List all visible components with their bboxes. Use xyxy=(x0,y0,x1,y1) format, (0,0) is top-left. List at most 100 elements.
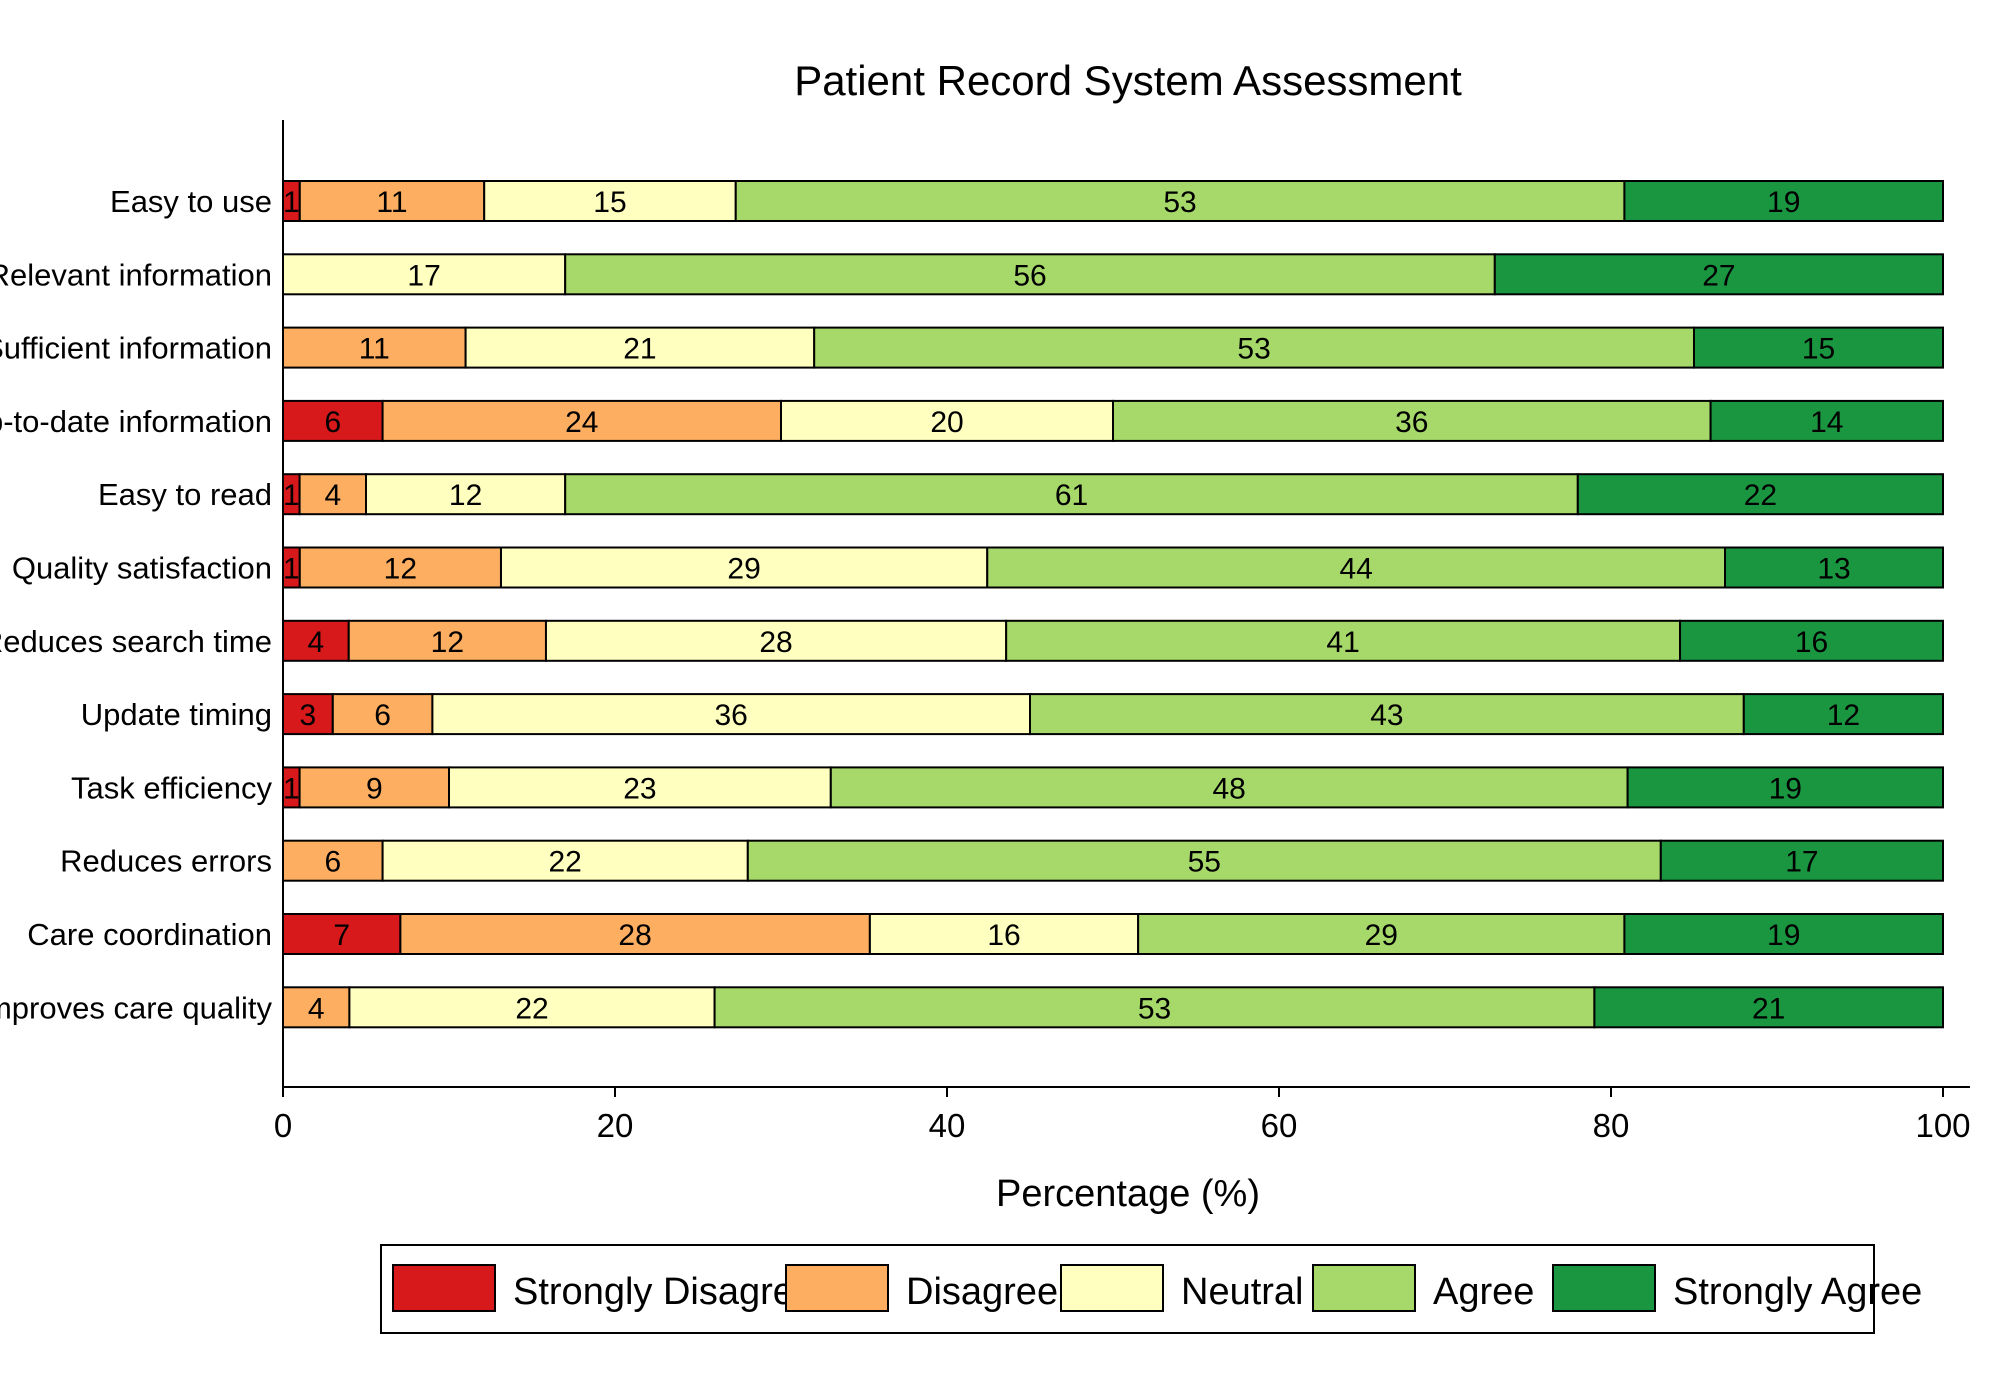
bar-value-label: 12 xyxy=(1827,699,1860,732)
x-tick-label: 80 xyxy=(1593,1107,1630,1144)
bar-value-label: 28 xyxy=(618,919,651,952)
bar-segment xyxy=(282,986,351,1029)
legend-swatch xyxy=(1312,1264,1416,1312)
bar-value-label: 53 xyxy=(1138,992,1171,1025)
bar-segment xyxy=(1005,619,1682,662)
bar-value-label: 16 xyxy=(1795,626,1828,659)
bar-segment xyxy=(1576,473,1945,516)
x-tick-label: 100 xyxy=(1915,1107,1970,1144)
bar-value-label: 27 xyxy=(1702,259,1735,292)
x-tick-label: 20 xyxy=(597,1107,634,1144)
bar-segment xyxy=(1679,619,1944,662)
bar-segment xyxy=(399,913,871,955)
legend-label: Disagree xyxy=(906,1271,1058,1313)
legend: Strongly Disagree Disagree Neutral Agree Str… xyxy=(380,1244,1922,1334)
category-label: Care coordination xyxy=(27,917,272,952)
bar-segment xyxy=(1029,693,1745,736)
bar-value-label: 21 xyxy=(623,333,656,366)
bar-value-label: 6 xyxy=(374,699,391,732)
bar-value-label: 44 xyxy=(1339,553,1372,586)
category-label: Task efficiency xyxy=(71,770,273,805)
bar-value-label: 43 xyxy=(1370,699,1403,732)
bar-value-label: 6 xyxy=(324,846,341,879)
bar-value-label: 21 xyxy=(1752,992,1785,1025)
bar-segment xyxy=(868,913,1140,955)
bar-value-label: 4 xyxy=(308,992,325,1025)
bar-value-label: 29 xyxy=(727,553,760,586)
bar-segment xyxy=(282,253,567,296)
bar-value-label: 17 xyxy=(1785,846,1818,879)
bar-segment xyxy=(298,180,486,222)
bar-value-label: 1 xyxy=(283,553,300,586)
x-tick-label: 0 xyxy=(274,1107,292,1144)
bar-value-label: 3 xyxy=(300,699,317,732)
bar-value-label: 15 xyxy=(1802,333,1835,366)
bar-value-label: 55 xyxy=(1188,846,1221,879)
bar-segment xyxy=(1724,546,1944,589)
bar-value-label: 11 xyxy=(359,333,390,366)
bar-segment xyxy=(365,473,567,516)
bar-segment xyxy=(282,619,350,662)
bar-value-label: 11 xyxy=(376,186,407,219)
category-label: Up-to-date information xyxy=(0,404,272,439)
bar-segment xyxy=(298,546,502,589)
category-label: Relevant information xyxy=(0,257,272,292)
bar-segment xyxy=(483,180,737,222)
legend-label: Strongly Disagree xyxy=(513,1271,815,1313)
bar-value-label: 13 xyxy=(1817,553,1850,586)
y-axis: Easy to use Relevant information Sufficien… xyxy=(0,120,284,1087)
bar-segment xyxy=(381,399,782,442)
bar-segment xyxy=(1623,180,1945,222)
bar-segment xyxy=(1137,913,1626,955)
bar-segment xyxy=(1493,253,1945,296)
x-axis-title: Percentage (%) xyxy=(996,1173,1260,1215)
bar-segment xyxy=(780,399,1114,442)
bar-value-label: 12 xyxy=(384,553,417,586)
category-label: Quality satisfaction xyxy=(12,551,272,586)
x-tick-label: 60 xyxy=(1261,1107,1298,1144)
bar-value-label: 1 xyxy=(283,186,300,219)
bar-value-label: 12 xyxy=(449,479,482,512)
bar-segment xyxy=(1593,986,1945,1029)
category-label: Sufficient information xyxy=(0,331,272,366)
bar-value-label: 24 xyxy=(565,406,598,439)
bar-value-label: 36 xyxy=(1395,406,1428,439)
bar-segment xyxy=(347,619,547,662)
bar-value-label: 29 xyxy=(1365,919,1398,952)
chart-title: Patient Record System Assessment xyxy=(794,57,1462,104)
bar-segment xyxy=(1623,913,1945,955)
bar-segment xyxy=(298,766,450,809)
bar-value-label: 17 xyxy=(407,259,440,292)
bar-segment xyxy=(1626,766,1944,809)
bar-value-label: 4 xyxy=(308,626,325,659)
x-tick-label: 40 xyxy=(929,1107,966,1144)
bar-value-label: 19 xyxy=(1767,919,1800,952)
bar-value-label: 15 xyxy=(593,186,626,219)
bar-segment xyxy=(1693,326,1944,369)
bar-value-label: 53 xyxy=(1237,333,1270,366)
legend-label: Neutral xyxy=(1181,1271,1304,1313)
category-label: Reduces errors xyxy=(60,844,272,879)
bar-value-label: 12 xyxy=(431,626,464,659)
bar-segment xyxy=(282,399,384,442)
bar-segment xyxy=(986,546,1727,589)
bar-segment xyxy=(298,473,368,516)
bar-value-label: 7 xyxy=(333,919,350,952)
bar-segment xyxy=(829,766,1629,809)
legend-swatch xyxy=(1060,1264,1164,1312)
bar-segment xyxy=(499,546,989,589)
legend-swatch xyxy=(1552,1264,1656,1312)
bar-segment xyxy=(1112,399,1712,442)
category-label: Update timing xyxy=(81,697,272,732)
bar-value-label: 22 xyxy=(549,846,582,879)
bar-segment xyxy=(564,253,1496,296)
bar-segment xyxy=(746,839,1662,882)
bar-segment xyxy=(1742,693,1945,736)
bar-value-label: 9 xyxy=(366,772,383,805)
bar-value-label: 22 xyxy=(515,992,548,1025)
x-axis: 0 20 40 60 80 100 xyxy=(274,1086,1971,1144)
legend-label: Agree xyxy=(1433,1271,1534,1313)
bar-value-label: 20 xyxy=(930,406,963,439)
